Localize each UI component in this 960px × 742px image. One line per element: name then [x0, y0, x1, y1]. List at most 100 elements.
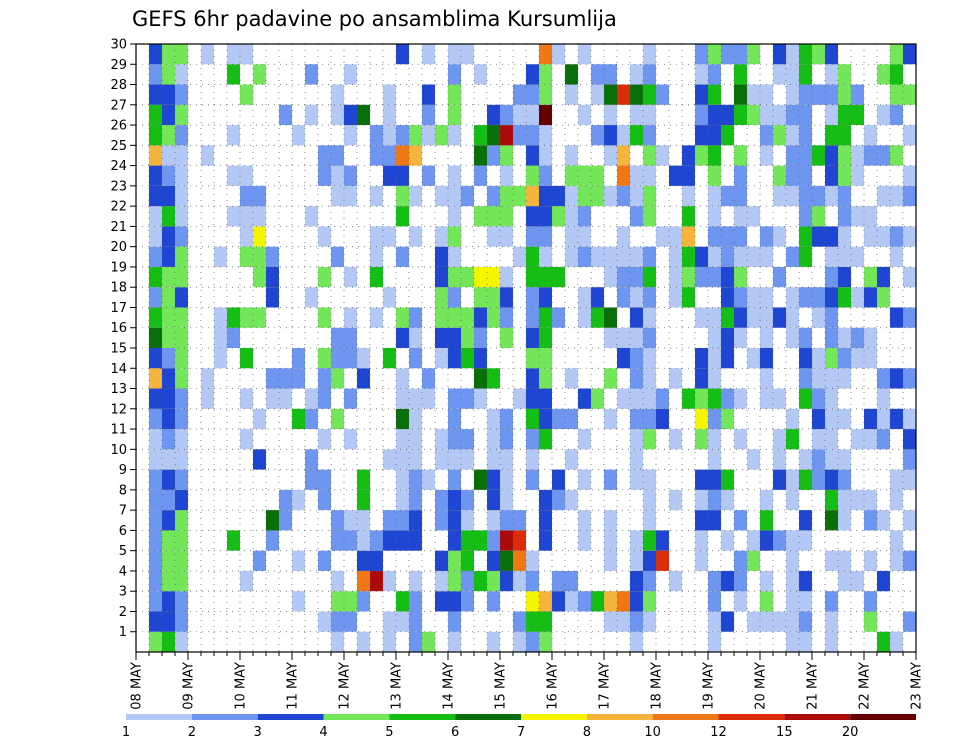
heatmap-cell	[396, 327, 409, 348]
heatmap-cell	[409, 631, 422, 652]
heatmap-cell	[149, 469, 162, 490]
heatmap-cell	[721, 266, 734, 288]
heatmap-cell	[799, 104, 812, 126]
heatmap-cell	[747, 611, 760, 632]
heatmap-cell	[708, 429, 721, 450]
heatmap-cell	[448, 44, 461, 65]
heatmap-cell	[305, 408, 318, 430]
heatmap-cell	[266, 266, 279, 288]
heatmap-cell	[344, 165, 357, 186]
heatmap-cell	[565, 449, 578, 470]
heatmap-cell	[591, 125, 604, 146]
heatmap-cell	[838, 469, 851, 490]
x-tick-label: 19 MAY	[702, 662, 717, 710]
heatmap-cell	[396, 591, 409, 612]
y-tick-label: 22	[110, 200, 127, 215]
heatmap-cell	[253, 185, 266, 207]
heatmap-cell	[630, 165, 643, 186]
heatmap-cell	[890, 64, 903, 85]
heatmap-cell	[305, 469, 318, 490]
heatmap-cell	[149, 408, 162, 430]
heatmap-cell	[539, 429, 552, 450]
legend-label: 1	[122, 725, 130, 740]
heatmap-cell	[409, 327, 422, 348]
heatmap-cell	[474, 206, 487, 227]
heatmap-cell	[734, 246, 747, 267]
heatmap-cell	[760, 327, 773, 348]
heatmap-cell	[669, 570, 682, 592]
y-tick-label: 12	[110, 402, 127, 417]
heatmap-cell	[825, 287, 838, 308]
heatmap-cell	[721, 348, 734, 369]
legend-swatch	[323, 714, 390, 720]
heatmap-cell	[344, 104, 357, 126]
heatmap-cell	[422, 165, 435, 186]
heatmap-cell	[903, 307, 916, 328]
heatmap-cell	[331, 570, 344, 592]
heatmap-cell	[734, 165, 747, 186]
x-tick-label: 18 MAY	[650, 662, 665, 710]
heatmap-cell	[201, 44, 214, 65]
heatmap-cell	[565, 64, 578, 85]
heatmap-cell	[383, 348, 396, 369]
heatmap-cell	[708, 611, 721, 632]
y-tick-label: 1	[119, 625, 127, 640]
heatmap-cell	[708, 408, 721, 430]
heatmap-cell	[474, 287, 487, 308]
heatmap-cell	[617, 266, 630, 288]
heatmap-cell	[383, 449, 396, 470]
heatmap-cell	[773, 64, 786, 85]
heatmap-cell	[773, 449, 786, 470]
heatmap-cell	[357, 469, 370, 490]
heatmap-cell	[227, 206, 240, 227]
heatmap-cell	[721, 530, 734, 551]
heatmap-cell	[903, 165, 916, 186]
y-tick-label: 13	[110, 382, 127, 397]
heatmap-cell	[604, 84, 617, 105]
heatmap-cell	[903, 368, 916, 389]
heatmap-cell	[513, 510, 526, 531]
y-tick-label: 15	[110, 342, 127, 357]
heatmap-cell	[383, 287, 396, 308]
plot-grid	[136, 44, 916, 652]
heatmap-cell	[175, 307, 188, 328]
heatmap-cell	[591, 246, 604, 267]
heatmap-cell	[760, 570, 773, 592]
heatmap-cell	[344, 591, 357, 612]
heatmap-cell	[903, 408, 916, 430]
heatmap-cell	[461, 510, 474, 531]
heatmap-cell	[201, 368, 214, 389]
heatmap-cell	[539, 307, 552, 328]
heatmap-cell	[851, 84, 864, 105]
heatmap-cell	[383, 510, 396, 531]
heatmap-cell	[630, 591, 643, 612]
heatmap-cell	[461, 327, 474, 348]
heatmap-cell	[422, 44, 435, 65]
heatmap-cell	[461, 348, 474, 369]
heatmap-cell	[240, 185, 253, 207]
heatmap-cell	[864, 266, 877, 288]
heatmap-cell	[630, 104, 643, 126]
y-tick-label: 11	[110, 423, 127, 438]
heatmap-cell	[812, 226, 825, 247]
heatmap-cell	[877, 408, 890, 430]
heatmap-cell	[162, 266, 175, 288]
heatmap-cell	[786, 408, 799, 430]
heatmap-cell	[214, 246, 227, 267]
heatmap-cell	[500, 266, 513, 288]
heatmap-cell	[292, 125, 305, 146]
heatmap-cell	[500, 185, 513, 207]
heatmap-cell	[630, 570, 643, 592]
heatmap-cell	[695, 368, 708, 389]
heatmap-cell	[760, 348, 773, 369]
heatmap-cell	[474, 469, 487, 490]
heatmap-cell	[864, 226, 877, 247]
y-tick-label: 10	[110, 443, 127, 458]
heatmap-cell	[214, 327, 227, 348]
heatmap-cell	[812, 84, 825, 105]
heatmap-cell	[149, 510, 162, 531]
heatmap-cell	[175, 145, 188, 166]
heatmap-cell	[825, 631, 838, 652]
heatmap-cell	[708, 307, 721, 328]
